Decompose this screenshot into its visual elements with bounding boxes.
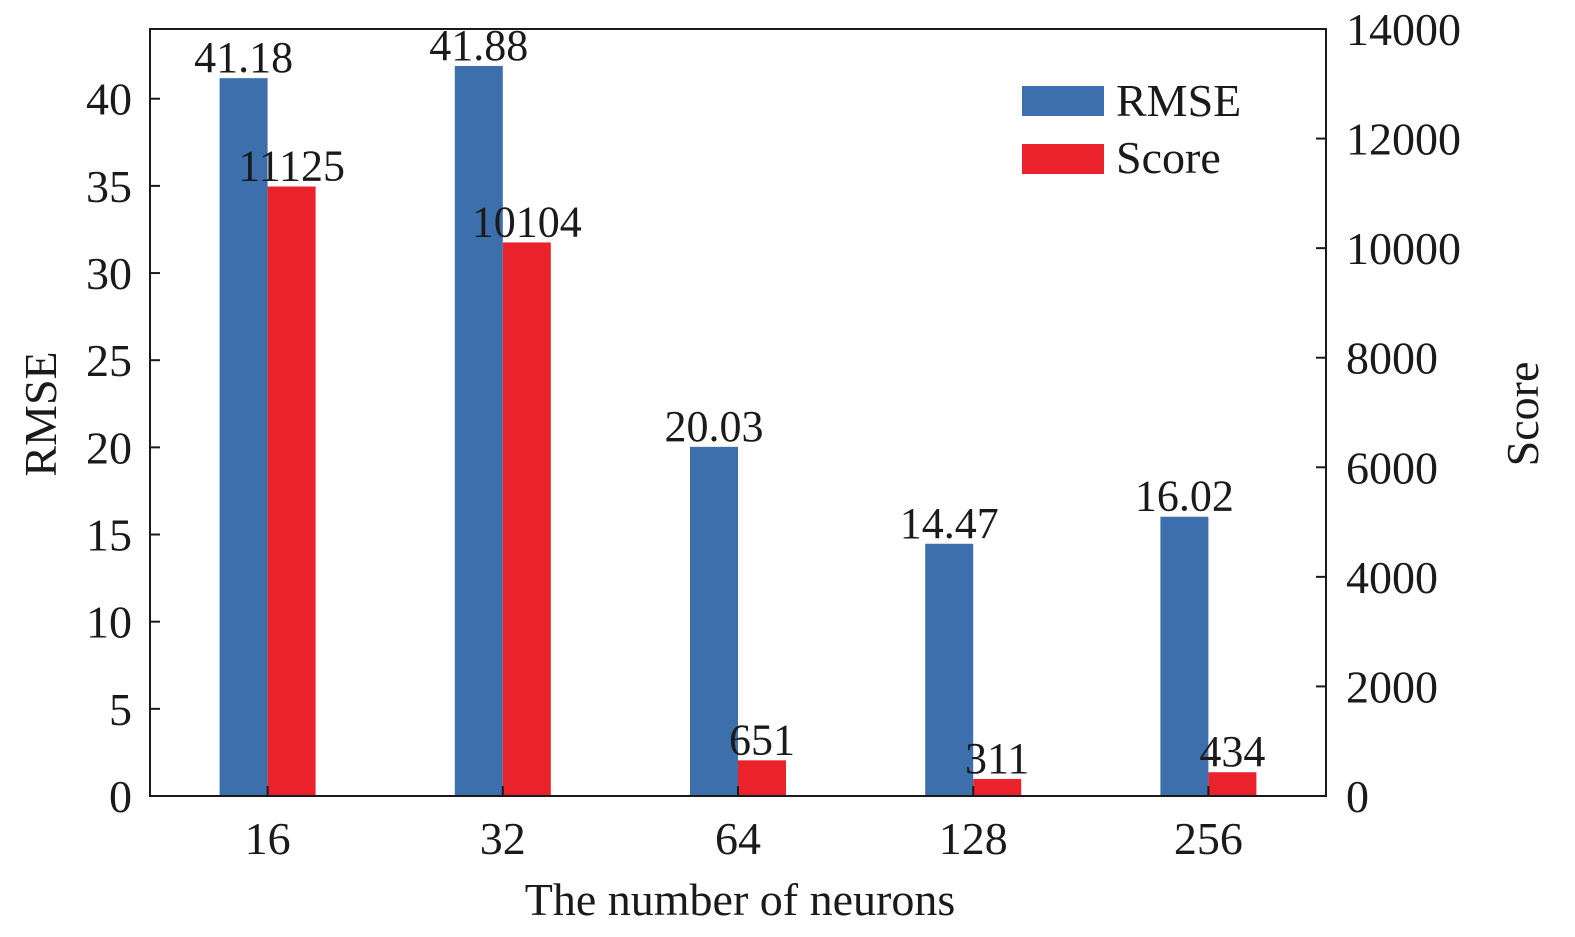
y-tick-label-right-12000: 12000	[1346, 114, 1461, 165]
legend-label-score: Score	[1116, 132, 1221, 183]
data-label-score-128: 311	[965, 734, 1029, 783]
y-tick-label-left-25: 25	[86, 335, 132, 386]
y-tick-label-right-0: 0	[1346, 771, 1369, 822]
legend-label-rmse: RMSE	[1116, 75, 1241, 126]
x-tick-label-128: 128	[939, 813, 1008, 864]
x-tick-label-64: 64	[715, 813, 761, 864]
bar-rmse-32	[454, 65, 503, 797]
y-axis-title-left: RMSE	[15, 351, 66, 476]
y-tick-label-right-2000: 2000	[1346, 661, 1438, 712]
data-label-score-16: 11125	[238, 142, 345, 191]
data-label-score-32: 10104	[472, 197, 582, 246]
x-axis-title: The number of neurons	[525, 874, 956, 925]
y-tick-label-right-14000: 14000	[1346, 4, 1461, 55]
data-label-rmse-128: 14.47	[900, 499, 999, 548]
axes-layer: 0 5 10 15 20 25 30 35 40 0 2000 4000 6000 8000 10000 12…	[86, 4, 1461, 864]
data-label-rmse-64: 20.03	[665, 402, 764, 451]
bar-rmse-16	[219, 78, 268, 797]
bar-rmse-256	[1160, 516, 1209, 796]
y-tick-label-left-35: 35	[86, 161, 132, 212]
bar-rmse-64	[690, 446, 738, 796]
y-tick-label-left-20: 20	[86, 422, 132, 473]
data-label-rmse-16: 41.18	[194, 33, 293, 82]
x-tick-label-256: 256	[1174, 813, 1243, 864]
y-tick-label-right-6000: 6000	[1346, 442, 1438, 493]
bar-rmse-128	[925, 543, 974, 796]
bar-score-32	[502, 242, 551, 797]
y-tick-label-right-10000: 10000	[1346, 223, 1461, 274]
x-tick-label-32: 32	[480, 813, 526, 864]
data-label-score-64: 651	[729, 715, 795, 764]
y-tick-label-left-30: 30	[86, 248, 132, 299]
bar-score-128	[973, 778, 1022, 796]
y-tick-label-right-8000: 8000	[1346, 333, 1438, 384]
bar-score-64	[738, 760, 786, 796]
bar-score-16	[267, 186, 316, 797]
y-tick-label-left-5: 5	[109, 684, 132, 735]
legend-swatch-rmse	[1022, 86, 1104, 116]
y-tick-label-left-40: 40	[86, 74, 132, 125]
data-label-layer: 41.181112541.881010420.0365114.4731116.0…	[194, 21, 1265, 783]
y-tick-label-left-0: 0	[109, 771, 132, 822]
data-label-score-256: 434	[1199, 727, 1265, 776]
data-label-rmse-256: 16.02	[1135, 472, 1234, 521]
bar-layer	[219, 65, 1257, 797]
y-tick-label-left-10: 10	[86, 597, 132, 648]
legend: RMSE Score	[1022, 75, 1241, 183]
x-tick-label-16: 16	[245, 813, 291, 864]
y-tick-label-left-15: 15	[86, 510, 132, 561]
bar-score-256	[1208, 772, 1257, 796]
legend-swatch-score	[1022, 144, 1104, 174]
y-tick-label-right-4000: 4000	[1346, 552, 1438, 603]
y-axis-title-right: Score	[1497, 362, 1548, 467]
